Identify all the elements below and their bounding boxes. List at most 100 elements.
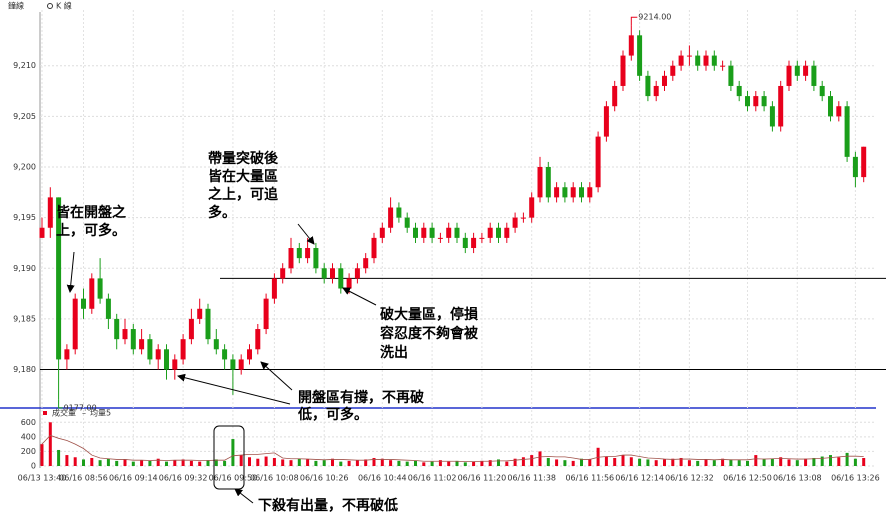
candle-body — [89, 278, 95, 309]
volume-bar — [115, 460, 119, 466]
y-tick-label: 9,190 — [13, 264, 36, 273]
candle-body — [305, 248, 311, 259]
annotation: 皆在開盤之 上，可多。 帶量突破後 皆在大量區 之上，可追 多。 破大量區，停損… — [56, 150, 479, 514]
volume-bar — [123, 459, 127, 466]
candle-body — [346, 278, 352, 289]
volume-bar — [214, 459, 218, 466]
volume-bar — [513, 458, 517, 466]
volume-bar — [563, 460, 567, 466]
volume-bar — [646, 459, 650, 466]
annotation-text: 破大量區，停損 — [380, 306, 479, 323]
volume-bar — [347, 460, 351, 466]
volume-bar — [687, 460, 691, 466]
y-tick-label: 9,210 — [13, 61, 36, 70]
annotation-text: 下殺有出量，不再破低 — [258, 497, 398, 514]
annotation-text: 上，可多。 — [56, 222, 126, 239]
volume-bar — [530, 455, 534, 466]
candle-body — [64, 349, 70, 360]
volume-bar — [198, 461, 202, 466]
candle-body — [603, 106, 609, 137]
candle-body — [662, 75, 667, 86]
x-tick-label: 06/16 12:14 — [615, 474, 664, 483]
ma-line — [41, 434, 864, 463]
y-tick-label: 9,205 — [13, 112, 36, 121]
x-tick-label: 06/16 10:44 — [358, 474, 407, 483]
x-tick-label: 06/16 12:32 — [665, 474, 714, 483]
y-tick-label: 9,185 — [13, 314, 36, 323]
candle-body — [504, 227, 510, 238]
tab-radio[interactable] — [47, 3, 53, 9]
volume-bar — [521, 457, 525, 466]
candle-body — [496, 227, 501, 238]
volume-bar — [131, 461, 135, 466]
volume-bar — [106, 458, 110, 466]
candle-body — [39, 227, 45, 238]
candle-body — [114, 318, 120, 340]
volume-bar — [555, 459, 559, 466]
candle-body — [686, 55, 692, 57]
x-tick-label: 06/16 13:08 — [773, 474, 822, 483]
candle-body — [786, 65, 792, 86]
volume-bar — [671, 458, 675, 466]
y-tick-label: 0 — [31, 462, 36, 471]
tab[interactable]: K 線 — [56, 1, 72, 11]
volume-bar — [380, 458, 384, 466]
candle-body — [213, 339, 219, 350]
candle-body — [155, 349, 161, 360]
annotation-text: 開盤區有撐，不再破 — [298, 389, 424, 406]
x-tick-label: 06/16 13:26 — [831, 474, 880, 483]
volume-bar — [588, 459, 592, 466]
candle-body — [404, 217, 410, 228]
arrow — [177, 373, 291, 405]
volume-bar — [472, 461, 476, 466]
x-tick-label: 06/16 09:50 — [209, 474, 258, 483]
candle-body — [836, 106, 842, 117]
candle-body — [147, 339, 153, 360]
volume-bar — [339, 461, 343, 466]
candle-body — [545, 166, 551, 198]
candle-body — [139, 339, 145, 350]
volume-bar — [140, 460, 144, 466]
candle-body — [172, 359, 178, 370]
candle-body — [703, 55, 709, 66]
arrow — [234, 488, 254, 504]
volume-bar — [770, 458, 774, 466]
volume-bar — [845, 452, 849, 466]
volume-bar — [306, 459, 310, 466]
candle-body — [728, 65, 734, 86]
candle-body — [338, 268, 344, 289]
candle-body — [479, 237, 485, 239]
candle-body — [230, 359, 236, 370]
volume-bar — [604, 456, 608, 466]
candle-body — [653, 85, 659, 97]
volume-bar — [48, 422, 52, 466]
annotation-text: 皆在開盤之 — [56, 204, 126, 221]
volume-bar — [679, 457, 683, 466]
x-tick-label: 06/16 11:20 — [458, 474, 507, 483]
volume-bar — [364, 459, 368, 466]
volume-bar — [90, 457, 94, 466]
volume-bar — [812, 457, 816, 466]
candle-body — [255, 329, 261, 350]
volume-bar — [853, 458, 857, 466]
volume-bar — [762, 459, 766, 466]
candle-body — [844, 106, 850, 157]
annotation-text: 帶量突破後 — [208, 150, 279, 167]
y-tick-label: 9,200 — [13, 162, 36, 171]
candle-body — [471, 237, 477, 249]
candle-body — [736, 85, 742, 97]
tab[interactable]: 鐘線 — [8, 1, 24, 11]
x-tick-label: 06/16 09:32 — [159, 474, 208, 483]
volume-bar — [829, 455, 832, 466]
candle-body — [620, 55, 626, 86]
max-label: 9214.00 — [638, 13, 671, 22]
y-tick-label: 200 — [21, 447, 36, 456]
candle-body — [512, 217, 518, 228]
candle-body — [828, 96, 833, 117]
volume-bar — [355, 460, 359, 466]
legend-sep: – — [82, 409, 86, 418]
volume-bar — [837, 457, 841, 466]
candle-body — [794, 65, 800, 76]
volume-bar — [712, 460, 716, 466]
